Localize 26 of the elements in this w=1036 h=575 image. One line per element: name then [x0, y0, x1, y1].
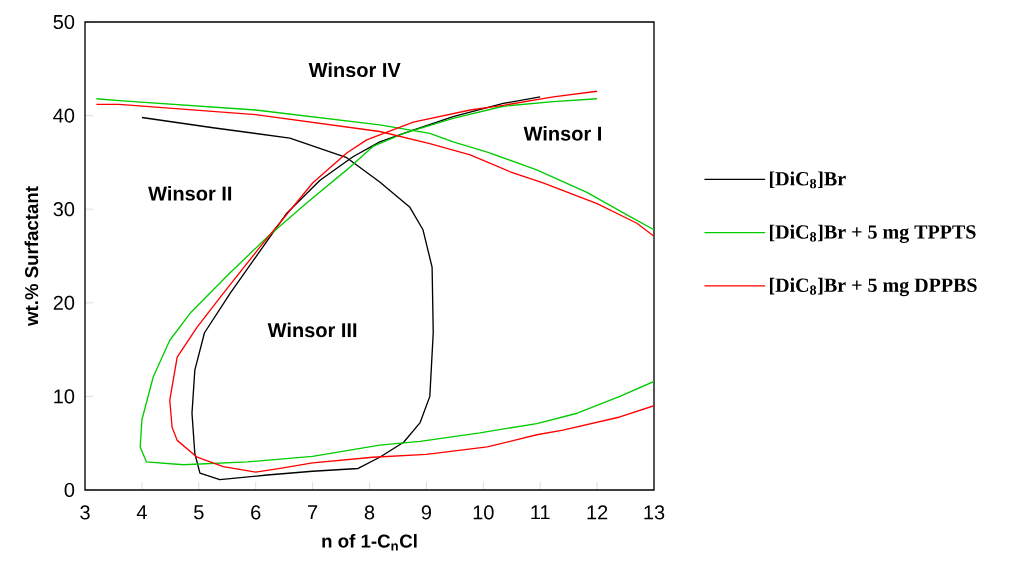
- annotation: Winsor II: [148, 185, 232, 201]
- annotation: Winsor III: [267, 322, 357, 338]
- y-axis-title: wt.% Surfactant: [24, 186, 39, 327]
- x-tick-label: 9: [421, 505, 432, 520]
- y-tick-label: 40: [53, 108, 75, 123]
- x-tick-label: 8: [364, 505, 375, 520]
- y-tick-label: 10: [54, 389, 75, 404]
- x-axis-title: n of 1-C$_{n}$Cl: [322, 534, 417, 551]
- annotation: Winsor IV: [308, 62, 401, 78]
- annotation: Winsor I: [523, 126, 601, 141]
- x-tick-label: 11: [531, 505, 550, 520]
- x-tick-label: 13: [644, 505, 665, 520]
- x-tick-label: 5: [194, 505, 204, 520]
- legend-label: [DiC$_{8}$]Br + 5 mg TPPTS: [769, 224, 976, 243]
- legend-label: [DiC$_{8}$]Br: [769, 171, 846, 189]
- x-tick-label: 3: [80, 505, 90, 520]
- x-tick-label: 10: [473, 505, 494, 520]
- y-tick-label: 20: [53, 295, 75, 310]
- y-tick-label: 50: [53, 14, 75, 30]
- y-tick-label: 0: [64, 482, 75, 498]
- legend-label: [DiC$_{8}$]Br + 5 mg DPPBS: [769, 277, 977, 297]
- x-tick-label: 12: [587, 505, 608, 520]
- y-tick-label: 30: [53, 202, 75, 217]
- x-tick-label: 4: [136, 505, 147, 520]
- x-tick-label: 6: [251, 505, 261, 520]
- x-tick-label: 7: [308, 505, 318, 520]
